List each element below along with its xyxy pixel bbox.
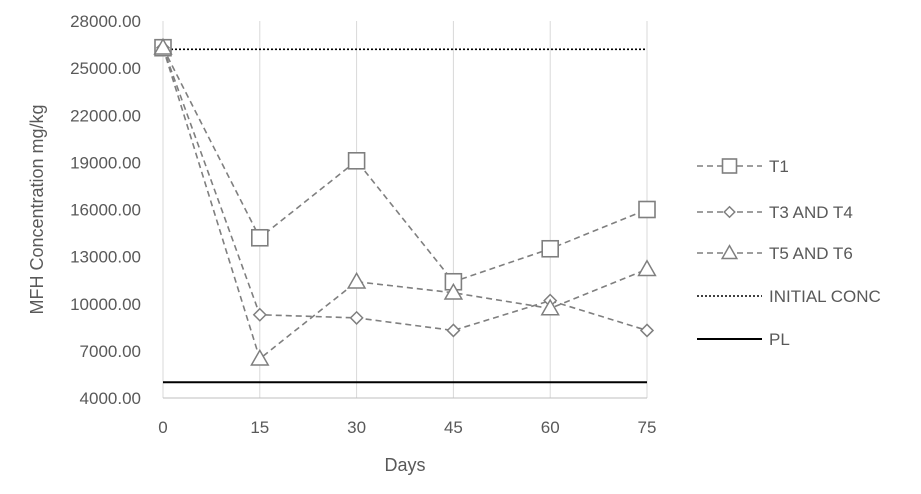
y-tick-label: 25000.00 (70, 59, 141, 78)
square-marker (638, 200, 656, 219)
square-marker (541, 239, 560, 258)
legend-label: PL (769, 330, 790, 349)
series-line (162, 47, 648, 332)
y-axis-ticks: 4000.00 7000.00 10000.00 13000.00 16000.00 19… (70, 12, 141, 408)
triangle-marker (720, 244, 739, 260)
x-tick-label: 45 (444, 418, 463, 437)
legend-label: T3 AND T4 (769, 203, 853, 222)
diamond-marker (349, 310, 364, 325)
x-tick-label: 15 (250, 418, 269, 437)
triangle-marker (250, 348, 270, 366)
y-tick-label: 16000.00 (70, 201, 141, 220)
y-tick-label: 13000.00 (70, 248, 141, 267)
x-tick-label: 30 (347, 418, 366, 437)
triangle-marker (346, 271, 367, 289)
y-tick-label: 4000.00 (80, 389, 141, 408)
data-series (153, 37, 657, 366)
square-marker (347, 152, 366, 170)
triangle-marker (443, 282, 464, 300)
square-marker (251, 228, 269, 247)
grid-lines (162, 21, 648, 399)
square-marker (721, 158, 738, 174)
legend-label: T1 (769, 157, 789, 176)
series-line (162, 47, 648, 361)
reference-lines (163, 48, 647, 384)
series-line (162, 47, 648, 283)
y-tick-label: 22000.00 (70, 106, 141, 125)
diamond-marker (252, 307, 267, 322)
triangle-marker (637, 259, 657, 277)
legend-label: T5 AND T6 (769, 244, 853, 263)
diamond-marker (723, 205, 736, 219)
x-tick-label: 0 (158, 418, 167, 437)
triangle-marker (540, 298, 560, 316)
x-tick-label: 75 (638, 418, 657, 437)
triangle-marker (153, 37, 173, 55)
y-tick-label: 10000.00 (70, 295, 141, 314)
diamond-marker (639, 323, 655, 338)
x-axis-ticks: 0 15 30 45 60 75 (158, 418, 656, 437)
legend-label: INITIAL CONC (769, 287, 881, 306)
y-tick-label: 19000.00 (70, 153, 141, 172)
diamond-marker (446, 323, 461, 338)
y-axis-title: MFH Concentration mg/kg (27, 104, 47, 314)
x-axis-title: Days (384, 455, 425, 475)
y-tick-label: 7000.00 (80, 342, 141, 361)
legend: T1 T3 AND T4 T5 AND T6 INITIAL CONC PL (697, 157, 881, 349)
x-tick-label: 60 (541, 418, 560, 437)
y-tick-label: 28000.00 (70, 12, 141, 31)
